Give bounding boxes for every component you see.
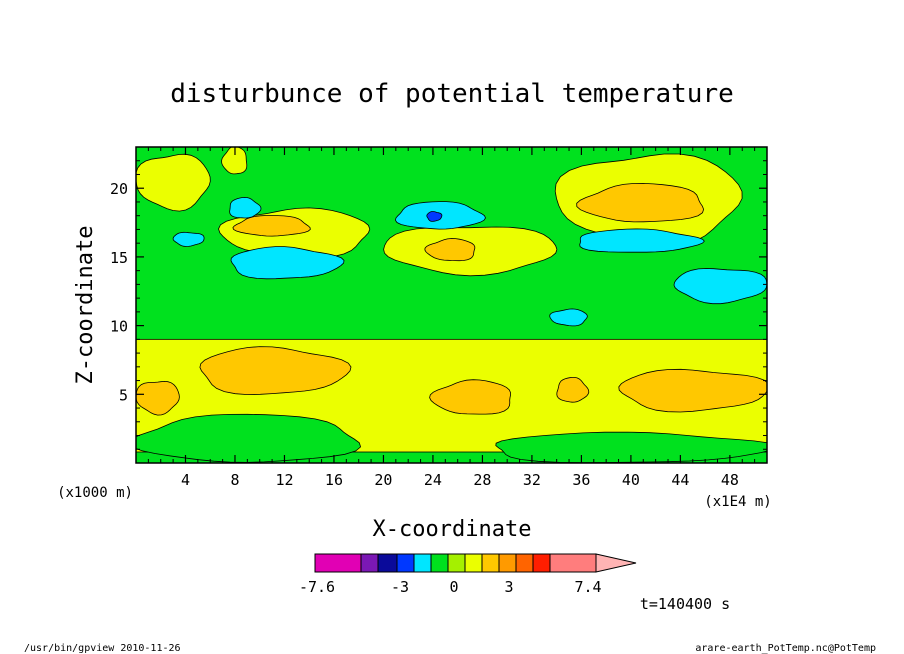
- contour-region: [172, 231, 205, 247]
- x-tick-label: 16: [325, 471, 343, 489]
- contour-region: [576, 182, 705, 223]
- time-label: t=140400 s: [640, 595, 730, 613]
- colorbar: [314, 553, 637, 573]
- colorbar-tick-label: -3: [391, 578, 409, 596]
- y-axis-label: Z-coordinate: [73, 226, 98, 385]
- contour-region: [229, 196, 262, 219]
- footer-program: /usr/bin/gpview 2010-11-26: [24, 643, 181, 654]
- x-tick-label: 24: [424, 471, 442, 489]
- x-axis: 4 8 12 16 20 24 28 32 36 40 44 48: [147, 147, 756, 489]
- colorbar-segment: [314, 553, 362, 573]
- x-axis-label: X-coordinate: [373, 517, 532, 542]
- y-tick-label: 5: [119, 386, 128, 404]
- y-tick-label: 15: [110, 249, 128, 267]
- colorbar-segment: [396, 553, 415, 573]
- x-tick-label: 36: [572, 471, 590, 489]
- contour-region: [136, 413, 362, 463]
- colorbar-segment: [430, 553, 449, 573]
- y-tick-label: 20: [110, 180, 128, 198]
- contour-regions: [136, 147, 767, 463]
- colorbar-segment: [377, 553, 398, 573]
- colorbar-segment: [515, 553, 534, 573]
- y-unit-label: (x1000 m): [57, 485, 133, 501]
- y-axis: 5 10 15 20: [110, 160, 767, 450]
- x-tick-label: 40: [622, 471, 640, 489]
- chart-title: disturbunce of potential temperature: [170, 79, 734, 109]
- contour-region: [429, 379, 511, 415]
- footer-source: arare-earth_PotTemp.nc@PotTemp: [695, 643, 876, 654]
- y-tick-label: 10: [110, 318, 128, 336]
- x-tick-label: 44: [671, 471, 689, 489]
- colorbar-segment: [447, 553, 466, 573]
- x-unit-label: (x1E4 m): [704, 494, 771, 510]
- x-tick-label: 8: [230, 471, 239, 489]
- x-tick-label: 28: [473, 471, 491, 489]
- contour-region: [618, 368, 767, 413]
- colorbar-segment: [498, 553, 517, 573]
- contour-region: [549, 308, 588, 327]
- colorbar-tick-label: 7.4: [574, 578, 601, 596]
- contour-region: [424, 238, 476, 262]
- colorbar-tick-label: 3: [504, 578, 513, 596]
- x-tick-label: 20: [374, 471, 392, 489]
- plot-frame: [135, 146, 768, 464]
- contour-region: [426, 211, 443, 222]
- x-tick-label: 12: [275, 471, 293, 489]
- colorbar-tick-label: 0: [449, 578, 458, 596]
- contour-region: [199, 346, 352, 396]
- colorbar-segment: [549, 553, 597, 573]
- colorbar-tick-label: -7.6: [299, 578, 335, 596]
- colorbar-tick-labels: -7.6 -3 0 3 7.4: [299, 578, 602, 596]
- contour-region: [556, 377, 590, 403]
- contour-region: [673, 268, 767, 305]
- colorbar-arrow: [595, 553, 637, 573]
- contour-region: [230, 246, 345, 280]
- x-tick-label: 32: [523, 471, 541, 489]
- x-tick-label: 4: [181, 471, 190, 489]
- colorbar-segment: [464, 553, 483, 573]
- contour-region: [232, 215, 311, 237]
- contour-region: [579, 228, 705, 253]
- x-tick-label: 48: [721, 471, 739, 489]
- colorbar-segment: [360, 553, 379, 573]
- colorbar-segment: [481, 553, 500, 573]
- contour-region: [221, 147, 248, 175]
- plot-area: [136, 147, 767, 463]
- contour-region: [495, 431, 767, 463]
- colorbar-segment: [532, 553, 551, 573]
- colorbar-segment: [413, 553, 432, 573]
